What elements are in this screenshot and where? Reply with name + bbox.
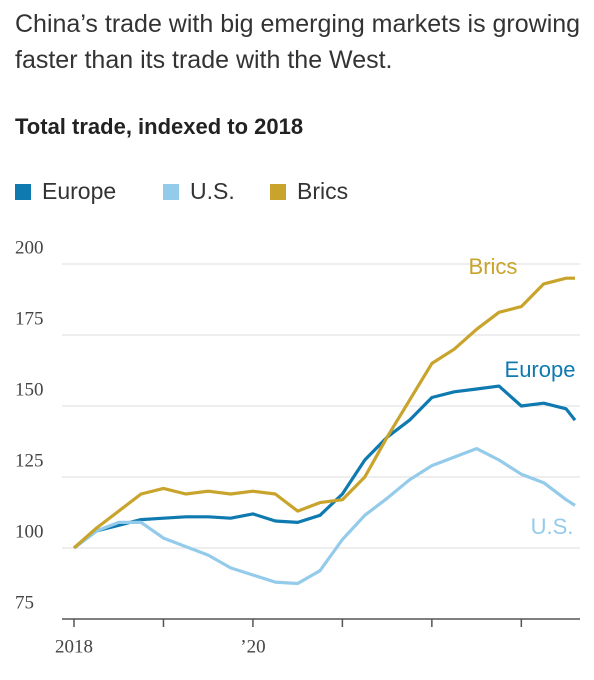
y-tick-label: 200 [15, 237, 44, 258]
series-line [73, 384, 577, 550]
line-label: Europe [505, 357, 576, 382]
y-tick-label: 75 [15, 592, 34, 613]
legend-swatch [163, 184, 179, 200]
y-tick-label: 175 [15, 308, 44, 329]
legend-swatch [15, 184, 31, 200]
y-tick-label: 125 [15, 450, 44, 471]
x-tick-label: ’20 [240, 636, 265, 657]
line-label: U.S. [531, 514, 574, 539]
legend-swatch [270, 184, 286, 200]
legend-label: U.S. [190, 178, 235, 204]
chart-title: China’s trade with big emerging markets … [15, 10, 581, 74]
legend-label: Europe [42, 178, 116, 204]
series-line [72, 276, 575, 550]
line-label: Brics [469, 254, 518, 279]
y-tick-label: 100 [15, 521, 44, 542]
legend-label: Brics [297, 178, 348, 204]
chart-subtitle: Total trade, indexed to 2018 [15, 114, 304, 139]
series-line [73, 447, 576, 586]
x-tick-label: 2018 [55, 636, 93, 657]
y-tick-label: 150 [15, 379, 44, 400]
